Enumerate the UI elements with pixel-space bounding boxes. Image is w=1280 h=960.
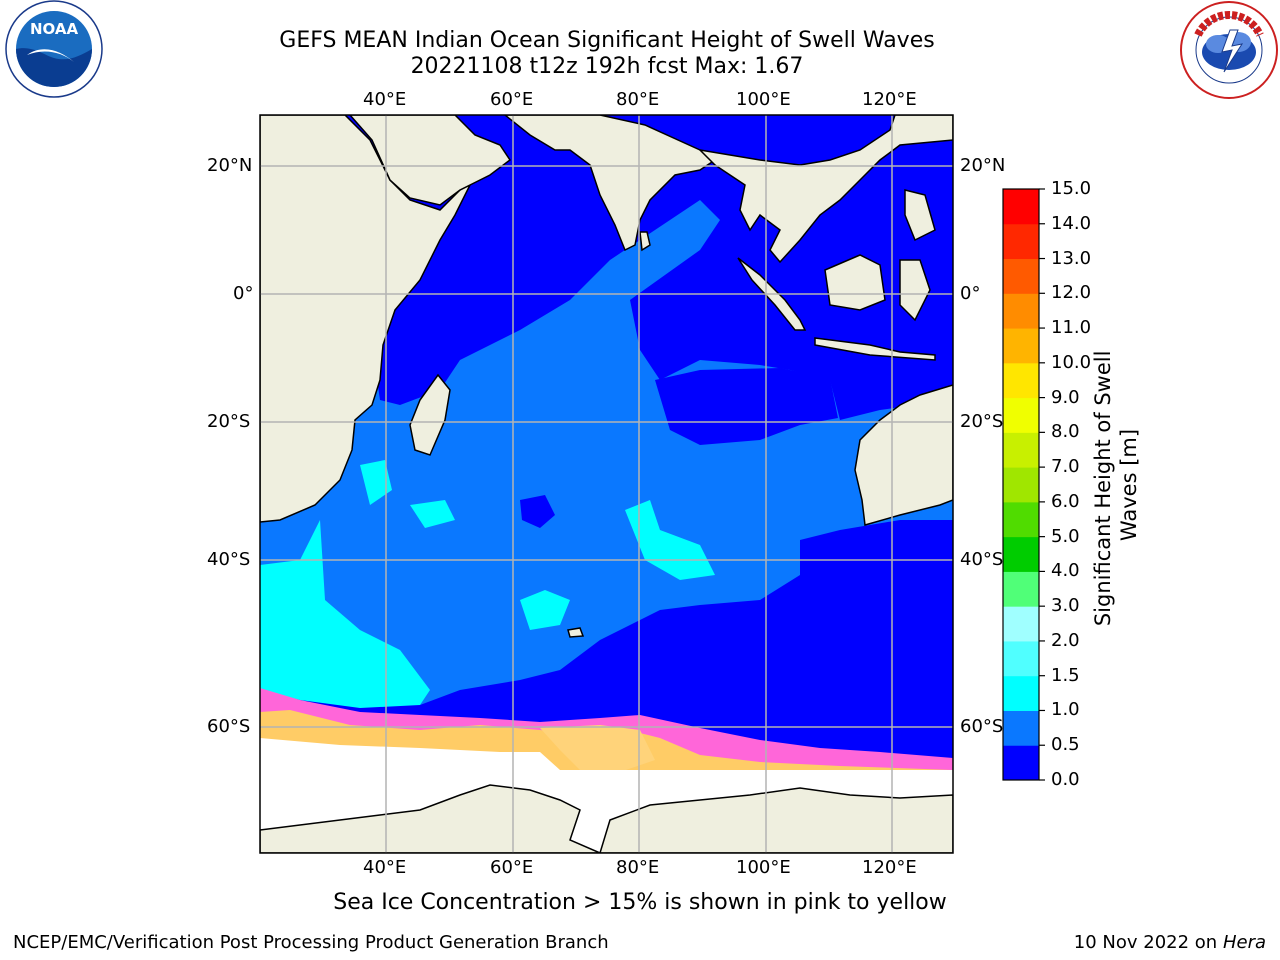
land-sulawesi xyxy=(899,259,931,322)
colorbar-swatch-2 xyxy=(1003,675,1039,711)
land-kerguelen xyxy=(567,627,585,638)
colorbar-swatch-7 xyxy=(1003,501,1039,538)
nws-logo-icon xyxy=(1180,1,1278,99)
ocean-band-1p0-1p5-patch4 xyxy=(410,500,455,528)
ocean-band-1p0-1p5-patch3 xyxy=(360,460,392,505)
noaa-logo-icon: NOAA xyxy=(5,0,103,98)
colorbar-swatch-0 xyxy=(1003,745,1039,781)
map-plot-area xyxy=(260,115,953,853)
colorbar-label-line2: Waves [m] xyxy=(1117,429,1141,541)
colorbar-swatch-12 xyxy=(1003,328,1039,364)
colorbar-tick-label: 11.0 xyxy=(1051,317,1092,339)
colorbar-tick-label: 12.0 xyxy=(1051,282,1092,304)
colorbar-tick-label: 1.5 xyxy=(1051,664,1080,686)
footer-machine: Hera xyxy=(1222,932,1266,953)
colorbar-swatch-4 xyxy=(1003,606,1039,642)
ocean-band-0p0-0p5-east xyxy=(655,368,838,445)
colorbar-tick-label: 5.0 xyxy=(1051,525,1080,547)
colorbar-label-line1: Significant Height of Swell xyxy=(1091,351,1115,627)
nws-logo xyxy=(1178,0,1280,100)
lon-tick-top-120e: 120°E xyxy=(862,89,917,110)
map-subtitle: 20221108 t12z 192h fcst Max: 1.67 xyxy=(410,54,804,79)
lon-tick-bottom-100e: 100°E xyxy=(736,857,791,878)
footer-date-text: 10 Nov 2022 on xyxy=(1073,932,1218,953)
land-borneo xyxy=(824,254,886,311)
lat-tick-left-20s: 20°S xyxy=(207,411,251,432)
colorbar-swatch-11 xyxy=(1003,362,1039,399)
colorbar-swatch-3 xyxy=(1003,640,1039,677)
colorbar-tick-label: 8.0 xyxy=(1051,421,1080,443)
lon-tick-bottom-60e: 60°E xyxy=(490,857,534,878)
colorbar-tick-label: 15.0 xyxy=(1051,178,1092,199)
land-madagascar xyxy=(409,373,451,456)
colorbar-tick-label: 9.0 xyxy=(1051,386,1080,408)
sea-ice-solid-upper xyxy=(260,738,560,770)
colorbar-tick-label: 7.0 xyxy=(1051,456,1080,478)
colorbar-tick-label: 14.0 xyxy=(1051,212,1092,234)
land-sri-lanka xyxy=(639,231,651,252)
colorbar-swatch-15 xyxy=(1003,223,1039,260)
ocean-band-1p0-1p5-patch1 xyxy=(520,590,570,630)
land-java xyxy=(814,337,936,361)
colorbar-tick-label: 6.0 xyxy=(1051,490,1080,512)
lat-tick-right-0: 0° xyxy=(960,283,981,304)
footer-date: 10 Nov 2022 on Hera xyxy=(1074,932,1266,954)
colorbar-tick-label: 1.0 xyxy=(1051,699,1080,721)
colorbar-tick-label: 13.0 xyxy=(1051,247,1092,269)
ocean-band-1p0-1p5-southwest xyxy=(260,520,430,708)
colorbar-label: Significant Height of Swell Waves [m] xyxy=(1091,344,1141,626)
lon-tick-top-60e: 60°E xyxy=(490,89,534,110)
colorbar-swatch-6 xyxy=(1003,536,1039,572)
colorbar-tick-label: 4.0 xyxy=(1051,560,1080,582)
lat-tick-left-0: 0° xyxy=(233,283,254,304)
map-title: GEFS MEAN Indian Ocean Significant Heigh… xyxy=(279,28,935,53)
noaa-logo: NOAA xyxy=(2,0,106,100)
sea-ice-note: Sea Ice Concentration > 15% is shown in … xyxy=(0,890,1280,916)
map-grid xyxy=(260,115,953,853)
lon-tick-bottom-40e: 40°E xyxy=(363,857,407,878)
land-australia xyxy=(854,384,953,526)
lat-tick-right-60s: 60°S xyxy=(960,716,1004,737)
colorbar-swatch-8 xyxy=(1003,467,1039,503)
colorbar xyxy=(1003,188,1045,781)
colorbar-tick-label: 2.0 xyxy=(1051,629,1080,651)
colorbar-swatch-13 xyxy=(1003,293,1039,329)
lat-tick-right-40s: 40°S xyxy=(960,549,1004,570)
lat-tick-left-20n: 20°N xyxy=(207,155,253,176)
colorbar-tick-label: 0.5 xyxy=(1051,734,1080,756)
lat-tick-right-20s: 20°S xyxy=(960,411,1004,432)
lon-tick-bottom-120e: 120°E xyxy=(862,857,917,878)
land-antarctica xyxy=(260,784,601,853)
land xyxy=(260,115,953,853)
colorbar-tick-label: 10.0 xyxy=(1051,351,1092,373)
noaa-logo-text: NOAA xyxy=(30,20,79,38)
colorbar-swatch-5 xyxy=(1003,571,1039,607)
lon-tick-top-80e: 80°E xyxy=(616,89,660,110)
lat-tick-left-60s: 60°S xyxy=(207,716,251,737)
sea-ice-note-text: Sea Ice Concentration > 15% is shown in … xyxy=(333,890,947,915)
lat-tick-left-40s: 40°S xyxy=(207,549,251,570)
lon-tick-top-100e: 100°E xyxy=(736,89,791,110)
colorbar-swatch-10 xyxy=(1003,397,1039,433)
lon-tick-top-40e: 40°E xyxy=(363,89,407,110)
colorbar-swatch-1 xyxy=(1003,710,1039,746)
footer-branch: NCEP/EMC/Verification Post Processing Pr… xyxy=(13,932,609,953)
colorbar-frame xyxy=(1002,188,1040,781)
land-antarctica-east xyxy=(599,787,953,853)
colorbar-tick-label: 3.0 xyxy=(1051,595,1080,617)
colorbar-swatch-16 xyxy=(1003,189,1039,225)
map-frame xyxy=(259,114,954,854)
ocean-band-0p0-0p5-patch xyxy=(520,495,555,528)
sea-ice-yellow-core xyxy=(540,725,655,772)
land-philippines xyxy=(904,189,936,242)
land-arabia xyxy=(349,115,512,206)
land-southeast-asia xyxy=(697,115,953,264)
lon-tick-bottom-80e: 80°E xyxy=(616,857,660,878)
lat-tick-right-20n: 20°N xyxy=(960,155,1006,176)
colorbar-tick-label: 0.0 xyxy=(1051,769,1080,790)
colorbar-swatch-9 xyxy=(1003,432,1039,468)
colorbar-swatch-14 xyxy=(1003,258,1039,294)
land-india xyxy=(503,115,717,252)
